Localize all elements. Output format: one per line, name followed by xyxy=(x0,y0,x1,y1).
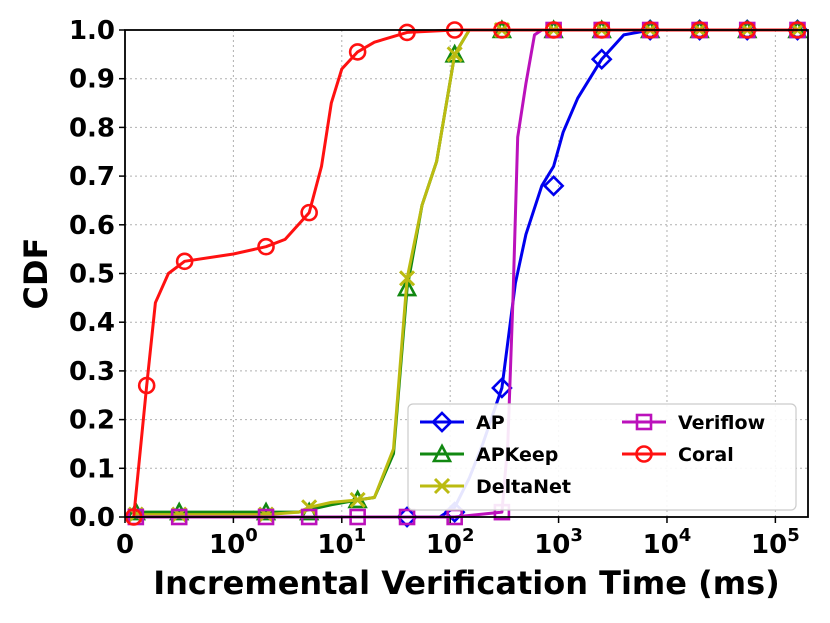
data-point xyxy=(398,270,416,287)
y-axis-label: CDF xyxy=(17,238,55,310)
legend-item-ap: AP xyxy=(420,411,505,434)
data-point xyxy=(137,376,156,395)
data-point xyxy=(175,252,194,271)
legend-marker xyxy=(433,477,451,495)
data-point xyxy=(257,237,275,256)
tick-layer: 0.00.10.20.30.40.50.60.70.80.91.00 100 101… xyxy=(69,16,800,560)
x-tick-label: 0 xyxy=(116,530,134,560)
x-tick-exponent: 3 xyxy=(570,525,583,546)
x-tick-base: 10 xyxy=(534,530,570,560)
data-point xyxy=(446,46,463,63)
x-tick-base: 10 xyxy=(317,530,353,560)
x-tick-label: 101 xyxy=(317,525,366,560)
legend-label: Coral xyxy=(678,444,734,466)
x-tick-base: 10 xyxy=(209,530,245,560)
legend-label: APKeep xyxy=(476,444,558,466)
x-tick-exponent: 4 xyxy=(679,525,692,546)
x-tick-exponent: 5 xyxy=(787,525,800,546)
legend-label: AP xyxy=(476,412,505,434)
y-tick-label: 0.9 xyxy=(69,65,115,95)
y-tick-label: 0.5 xyxy=(69,260,115,290)
legend-box xyxy=(407,403,797,511)
x-tick-label: 100 xyxy=(209,525,258,560)
y-tick-label: 0.0 xyxy=(69,503,115,533)
legend-label: Veriflow xyxy=(678,412,765,434)
y-tick-label: 0.8 xyxy=(69,113,115,143)
data-point xyxy=(542,175,565,197)
x-tick-label: 102 xyxy=(426,525,475,560)
legend-label: DeltaNet xyxy=(476,476,571,498)
data-point xyxy=(349,491,366,509)
data-point xyxy=(300,203,318,222)
y-tick-label: 0.6 xyxy=(69,211,115,241)
legend: AP APKeep DeltaNet Veriflow Coral xyxy=(407,403,797,511)
x-tick-exponent: 1 xyxy=(354,525,367,546)
y-tick-label: 1.0 xyxy=(69,16,115,46)
legend-item-deltanet: DeltaNet xyxy=(420,476,571,498)
data-point xyxy=(348,43,367,61)
data-point xyxy=(491,377,513,399)
x-tick-base: 10 xyxy=(643,530,679,560)
y-tick-label: 0.1 xyxy=(69,454,115,484)
y-tick-label: 0.2 xyxy=(69,406,115,436)
data-point xyxy=(301,499,318,516)
x-tick-label: 105 xyxy=(751,525,800,560)
legend-marker xyxy=(635,445,653,463)
legend-item-apkeep: APKeep xyxy=(420,443,558,466)
data-point xyxy=(398,23,416,42)
legend-item-coral: Coral xyxy=(622,444,734,466)
x-tick-base: 10 xyxy=(426,530,462,560)
x-tick-base: 10 xyxy=(751,530,787,560)
data-point xyxy=(590,48,613,71)
legend-marker xyxy=(635,413,653,431)
y-tick-label: 0.3 xyxy=(69,357,115,387)
legend-marker xyxy=(431,443,453,463)
x-tick-exponent: 2 xyxy=(462,525,475,546)
x-axis-label: Incremental Verification Time (ms) xyxy=(153,564,780,602)
y-tick-label: 0.4 xyxy=(69,308,115,338)
x-tick-label: 104 xyxy=(643,525,692,560)
x-tick-label: 103 xyxy=(534,525,583,560)
legend-item-veriflow: Veriflow xyxy=(622,412,765,434)
x-tick-exponent: 0 xyxy=(245,525,258,546)
legend-marker xyxy=(431,411,453,433)
y-tick-label: 0.7 xyxy=(69,162,115,192)
